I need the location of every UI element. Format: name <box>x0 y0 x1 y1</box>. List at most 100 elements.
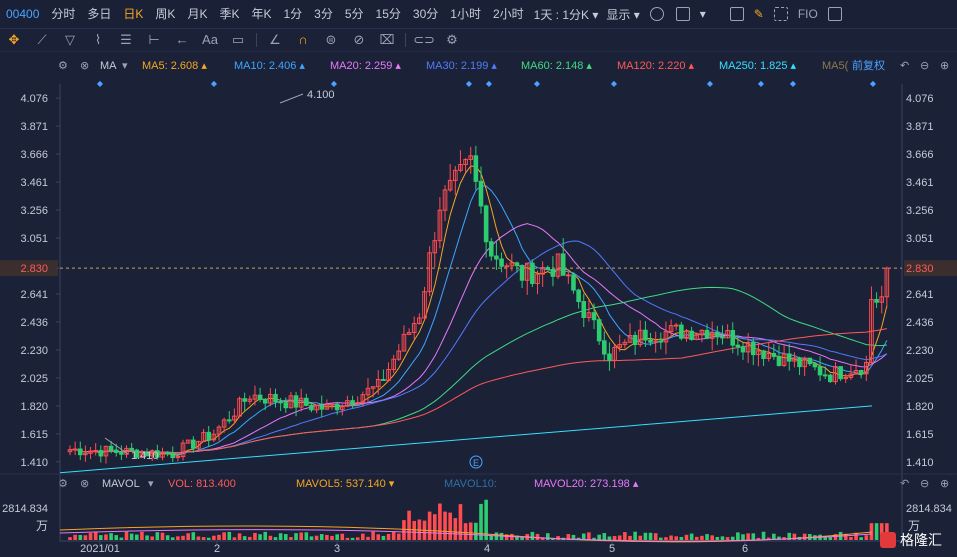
volume-bar <box>607 536 612 540</box>
candle-body <box>427 252 432 293</box>
period-tab-8[interactable]: 3分 <box>314 7 333 21</box>
candle-body <box>355 402 360 405</box>
adjust-button[interactable]: 前复权 <box>852 57 885 75</box>
vol-unit-left: 万 <box>36 519 48 533</box>
ma60-line <box>69 286 887 454</box>
period-tab-5[interactable]: 季K <box>219 7 240 21</box>
undo-icon[interactable]: ↶ <box>900 60 910 72</box>
volume-bar <box>330 535 334 540</box>
x-label-2: 3 <box>334 543 340 555</box>
trash-icon[interactable]: ⌧ <box>379 32 395 47</box>
candle-body <box>324 404 330 410</box>
period-tab-11[interactable]: 30分 <box>412 7 439 21</box>
volume-bar <box>319 534 324 540</box>
candle-body <box>879 296 885 303</box>
candle-body <box>658 340 664 343</box>
volume-bar <box>808 533 812 540</box>
ma-close-icon[interactable]: ⊗ <box>80 60 90 72</box>
settings-gear-icon[interactable] <box>649 7 664 21</box>
checkbox-icon[interactable] <box>675 7 690 21</box>
volume-bar <box>304 532 309 540</box>
pencil-icon[interactable]: ✎ <box>753 7 764 21</box>
candle-body <box>627 334 633 343</box>
text-tool-icon[interactable]: Aa <box>202 32 218 47</box>
chevron-down-icon[interactable]: ▾ <box>699 7 706 21</box>
x-label-5: 6 <box>742 543 748 555</box>
period-tab-6[interactable]: 年K <box>251 7 272 21</box>
ma-label[interactable]: MA <box>100 60 117 72</box>
note-tool-icon[interactable]: ▭ <box>231 32 245 47</box>
ma5-value: MA5: 2.608 ▴ <box>142 60 207 72</box>
candle-body <box>607 353 612 361</box>
volume-bar <box>350 537 355 540</box>
mavol-label[interactable]: MAVOL <box>102 478 140 490</box>
fullscreen-icon[interactable] <box>773 7 788 21</box>
event-marker-9: ◆ <box>790 79 797 88</box>
period-tab-13[interactable]: 2小时 <box>492 7 524 21</box>
stock-code[interactable]: 00400 <box>6 7 40 21</box>
volume-bar <box>83 535 88 540</box>
candle-body <box>124 447 129 455</box>
period-tab-12[interactable]: 1小时 <box>450 7 481 21</box>
event-marker-5: ◆ <box>534 79 541 88</box>
zoom-out-icon[interactable]: ⊖ <box>920 60 930 72</box>
candle-body <box>370 386 376 389</box>
period-tabs: 分时 多日 日K 周K 月K 季K 年K 1分 3分 5分 15分 30分 1小时 2小时 <box>45 0 529 28</box>
period-tab-3[interactable]: 周K <box>155 7 176 21</box>
volume-bar <box>114 535 119 540</box>
volume-bar <box>705 534 709 540</box>
period-tab-2[interactable]: 日K <box>123 7 144 21</box>
lock-icon[interactable]: ⊜ <box>325 32 337 47</box>
measure-tool-icon[interactable]: ⊢ <box>148 32 160 47</box>
toolbar-gear-icon[interactable]: ⚙ <box>446 32 458 47</box>
price-tick-right-11: 1.820 <box>906 401 934 413</box>
magnet-icon[interactable]: ∩ <box>298 32 308 47</box>
volume-bar <box>489 535 494 540</box>
wave-tool-icon[interactable]: ⌇ <box>94 32 102 47</box>
price-tick-left-13: 1.410 <box>20 457 48 469</box>
volume-bar <box>325 534 329 540</box>
mavol-dropdown-icon[interactable]: ▾ <box>148 478 154 490</box>
window-icon[interactable] <box>827 7 842 21</box>
interval-dropdown[interactable]: 1天 : 1分K ▾ <box>533 7 599 22</box>
candle-body <box>545 267 551 270</box>
period-tab-9[interactable]: 5分 <box>344 7 364 21</box>
vol-undo-icon[interactable]: ↶ <box>900 478 910 490</box>
fib-tool-icon[interactable]: ☰ <box>120 32 132 47</box>
zoom-in-icon[interactable]: ⊕ <box>940 60 950 72</box>
crosshair-icon[interactable]: ✥ <box>8 32 20 47</box>
fio-label[interactable]: FIO <box>797 7 818 21</box>
volume-bar <box>612 536 617 540</box>
ma-settings-gear-icon[interactable]: ⚙ <box>58 60 68 72</box>
period-tab-0[interactable]: 分时 <box>51 7 76 21</box>
volume-bar <box>222 532 226 540</box>
vol-zoom-in-icon[interactable]: ⊕ <box>940 478 950 490</box>
price-tick-left-7: 2.641 <box>20 289 48 301</box>
vol-settings-gear-icon[interactable]: ⚙ <box>58 478 68 490</box>
camera-icon[interactable] <box>729 7 744 21</box>
period-tab-10[interactable]: 15分 <box>375 7 401 21</box>
current-price-tag-left <box>0 260 58 277</box>
ma-dropdown-icon[interactable]: ▾ <box>122 60 128 72</box>
price-tick-right-8: 2.436 <box>906 317 934 329</box>
link-icon[interactable]: ⊂⊃ <box>413 32 435 47</box>
period-tab-4[interactable]: 月K <box>187 7 208 21</box>
vol-zoom-out-icon[interactable]: ⊖ <box>920 478 930 490</box>
period-tab-7[interactable]: 1分 <box>283 7 303 21</box>
price-tick-right-10: 2.025 <box>906 373 934 385</box>
channel-tool-icon[interactable]: ▽ <box>65 32 75 47</box>
period-tab-1[interactable]: 多日 <box>87 7 112 21</box>
candle-body <box>756 350 761 356</box>
candle-body <box>689 330 694 340</box>
eraser-icon[interactable]: ∠ <box>269 32 281 47</box>
price-tick-left-4: 3.256 <box>20 205 48 217</box>
volume-bar <box>145 535 149 540</box>
arrow-tool-icon[interactable]: ← <box>175 32 189 47</box>
vol-close-icon[interactable]: ⊗ <box>80 478 90 490</box>
display-dropdown[interactable]: 显示 ▾ <box>606 7 640 22</box>
volume-bar <box>206 537 211 540</box>
hide-icon[interactable]: ⊘ <box>353 32 365 47</box>
line-tool-icon[interactable]: ⟋ <box>37 32 47 47</box>
price-tick-left-2: 3.666 <box>20 149 48 161</box>
